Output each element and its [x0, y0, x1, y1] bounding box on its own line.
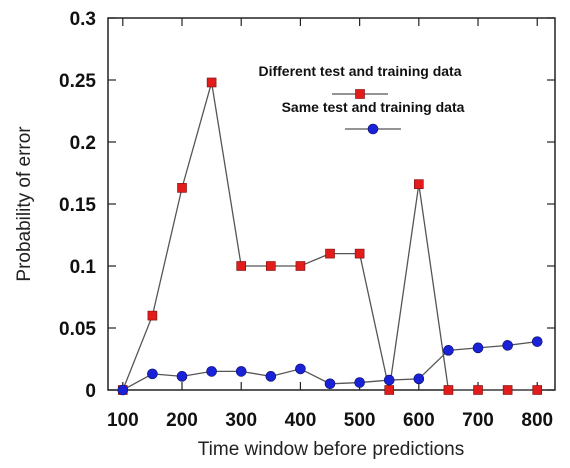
legend-item-1: Different test and training data [258, 63, 462, 99]
legend: Different test and training data Same tes… [258, 63, 465, 135]
x-tick-label: 600 [403, 410, 435, 431]
data-point [531, 336, 543, 347]
data-point [147, 368, 158, 380]
y-axis-title: Probability of error [14, 126, 35, 282]
y-tick-label: 0.3 [70, 9, 96, 30]
legend-marker [367, 123, 379, 135]
data-point [177, 183, 187, 193]
x-axis: 100 200 300 400 500 600 700 800 [107, 18, 553, 431]
data-point [147, 310, 158, 321]
data-point [443, 385, 454, 395]
data-point [414, 179, 424, 189]
data-point [472, 342, 484, 354]
x-tick-label: 100 [107, 410, 139, 431]
data-point [413, 373, 425, 385]
data-point [502, 340, 513, 351]
data-point [265, 371, 277, 382]
x-tick-label: 200 [166, 410, 198, 431]
y-tick-label: 0 [85, 381, 96, 402]
legend-item-2: Same test and training data [282, 99, 465, 135]
x-axis-title: Time window before predictions [198, 439, 464, 460]
data-point [206, 366, 217, 377]
series-layer [117, 77, 543, 396]
x-tick-label: 700 [462, 410, 494, 431]
data-point [324, 378, 336, 390]
y-tick-label: 0.1 [70, 257, 97, 278]
data-point [235, 366, 247, 377]
x-tick-label: 800 [521, 410, 553, 431]
data-point [354, 377, 365, 388]
data-point [325, 248, 335, 259]
data-point [354, 248, 365, 259]
data-point [532, 385, 543, 395]
legend-label: Same test and training data [282, 99, 465, 115]
series-2 [117, 336, 543, 396]
data-point [206, 77, 217, 88]
data-point [384, 385, 395, 395]
legend-marker [355, 89, 365, 99]
y-axis: 0 0.05 0.1 0.15 0.2 0.25 0.3 [59, 9, 555, 402]
x-tick-label: 500 [344, 410, 376, 431]
data-point [295, 261, 306, 271]
data-point [473, 385, 483, 395]
data-point [295, 363, 306, 375]
x-tick-label: 300 [225, 410, 257, 431]
legend-label: Different test and training data [258, 63, 461, 79]
y-tick-label: 0.15 [59, 195, 96, 216]
data-point [266, 261, 276, 271]
x-tick-label: 400 [285, 410, 317, 431]
data-point [176, 371, 188, 382]
data-point [383, 374, 395, 386]
data-point [117, 384, 129, 396]
data-point [443, 345, 454, 356]
y-tick-label: 0.2 [70, 133, 96, 154]
y-tick-label: 0.25 [59, 71, 96, 92]
data-point [502, 385, 513, 395]
data-point [236, 261, 247, 271]
y-tick-label: 0.05 [59, 319, 96, 340]
